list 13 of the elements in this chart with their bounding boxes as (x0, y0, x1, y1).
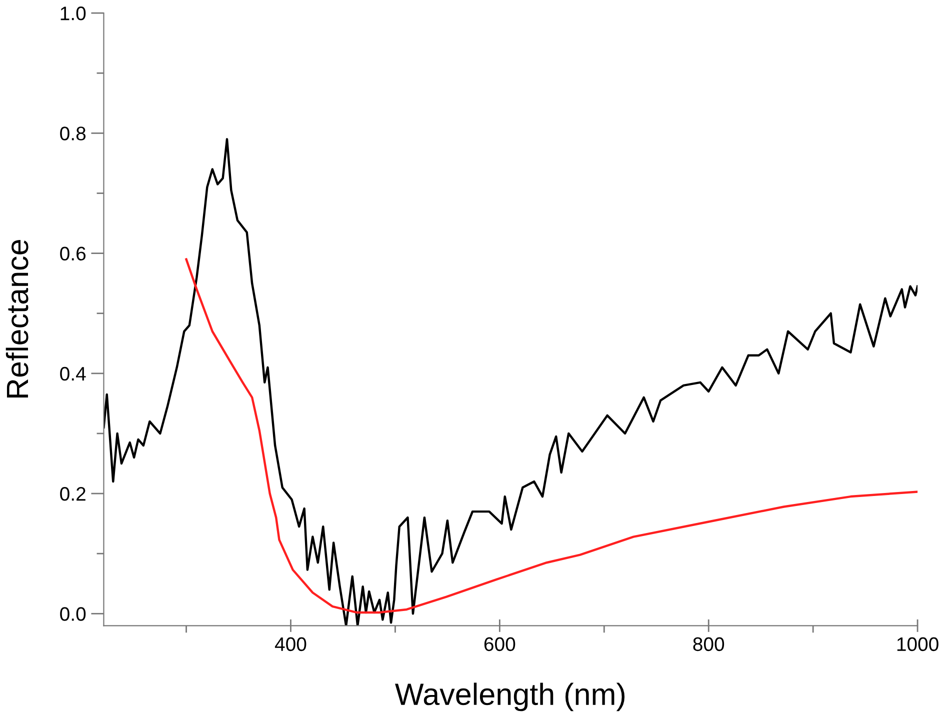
y-tick-label: 1.0 (60, 6, 86, 20)
x-axis-title: Wavelength (nm) (395, 682, 624, 712)
y-tick-label: 0.4 (60, 366, 86, 381)
y-tick-label: 0.8 (60, 126, 86, 140)
y-axis-title: Reflectance (6, 240, 28, 398)
y-tick-label: 0.2 (60, 487, 86, 501)
x-tick-label: 400 (274, 637, 306, 652)
x-tick-label: 800 (693, 637, 724, 652)
y-tick-label: 0.0 (60, 607, 86, 621)
y-tick-label: 0.6 (60, 246, 86, 261)
x-tick-label: 600 (484, 637, 516, 652)
x-tick-label: 1000 (897, 637, 938, 652)
line-series (185, 258, 918, 614)
